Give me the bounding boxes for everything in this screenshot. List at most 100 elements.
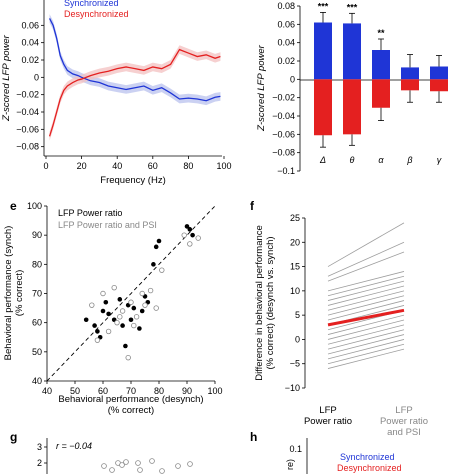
panel-line-spectrum: 0.06 0.04 0.02 0 −0.02 −0.04 −0.06 −0.08 0 20 40 6…	[1, 0, 232, 186]
panel-e-xtick-label: 40	[42, 386, 52, 396]
filled-point	[100, 308, 106, 314]
subject-line	[327, 348, 405, 369]
subject-line	[327, 222, 405, 267]
open-point	[105, 328, 112, 335]
panel-b-ytick-label: 0.08	[277, 1, 295, 11]
open-point	[119, 462, 125, 468]
filled-point	[137, 326, 142, 331]
open-point	[187, 461, 193, 467]
subject-line	[327, 314, 405, 335]
subject-line	[327, 290, 405, 311]
subject-line	[327, 275, 405, 297]
series-line-synchronized	[48, 18, 221, 102]
panel-f-ylabel2: (% correct) (desynch vs. synch)	[265, 236, 276, 369]
open-point	[159, 267, 165, 273]
panel-a-ytick-label: −0.08	[16, 142, 39, 152]
panel-a-x-ticks: 0 20 40 60 80 100	[43, 156, 232, 171]
open-point	[131, 322, 137, 329]
bar-desynchronized-0	[314, 79, 332, 136]
open-point	[128, 299, 134, 305]
panel-f-label: f	[250, 199, 255, 213]
panel-f-ylabel: Difference in behavioral performance	[254, 225, 265, 381]
open-point	[89, 302, 95, 308]
subject-line	[327, 339, 405, 360]
panel-f-ytick-label: −10	[285, 383, 300, 393]
subject-line	[327, 295, 405, 316]
bar-desynchronized-1	[343, 79, 361, 135]
panel-b-ylabel: Z-scored LFP power	[256, 44, 267, 132]
panel-h: h 0.1 Synchronized Desynchronized re)	[250, 430, 402, 474]
filled-point	[184, 224, 190, 229]
legend-desynchronized: Desynchronized	[64, 9, 129, 19]
category-label: θ	[350, 155, 355, 165]
panel-b-ytick-label: −0.02	[272, 93, 295, 103]
significance-marker: **	[377, 28, 385, 38]
subject-line	[327, 280, 405, 301]
panel-b-ytick-label: 0.04	[277, 38, 295, 48]
panel-f-ytick-label: 10	[290, 286, 300, 296]
category-label: α	[378, 155, 384, 165]
series-band-synchronized	[49, 14, 221, 106]
panel-a-ytick-label: 0.02	[21, 55, 39, 65]
bar-synchronized-3	[401, 67, 419, 80]
subject-line	[327, 334, 405, 355]
open-point	[133, 314, 140, 320]
legend-lfp-power-ratio: LFP Power ratio	[58, 208, 122, 218]
bar-desynchronized-3	[401, 79, 419, 91]
panel-e-ytick-label: 100	[27, 201, 42, 211]
filled-point	[131, 305, 137, 311]
panel-e-xtick-label: 60	[98, 386, 108, 396]
panel-e-ytick-label: 80	[32, 259, 42, 269]
filled-point	[95, 329, 100, 334]
panel-a-xtick-label: 60	[148, 161, 158, 171]
panel-b-ytick-label: 0	[290, 74, 295, 84]
significance-marker: ***	[347, 2, 358, 12]
filled-point	[187, 227, 193, 232]
open-point	[123, 459, 129, 465]
filled-point	[120, 323, 125, 328]
open-point	[114, 319, 120, 326]
open-point	[153, 305, 159, 311]
panel-e-ytick-label: 60	[32, 318, 42, 328]
subject-line	[327, 319, 405, 340]
filled-point	[128, 317, 134, 323]
panel-e-ytick-label: 50	[32, 347, 42, 357]
bar-synchronized-2	[372, 50, 390, 80]
panel-a-xtick-label: 100	[216, 161, 231, 171]
panel-e-xtick-label: 90	[182, 386, 192, 396]
open-point	[135, 460, 141, 466]
filled-point	[139, 308, 145, 314]
panel-f-lines	[327, 222, 405, 369]
panel-a-y-ticks: 0.06 0.04 0.02 0 −0.02 −0.04 −0.06 −0.08	[16, 20, 44, 152]
panel-a-axes	[43, 0, 222, 157]
subject-line	[327, 285, 405, 306]
panel-a-xtick-label: 20	[77, 161, 87, 171]
panel-g-annotation: r = −0.04	[56, 441, 92, 451]
panel-g-ticks: 32	[37, 442, 47, 468]
bar-synchronized-0	[314, 22, 332, 80]
series-band-desynchronized	[49, 45, 221, 141]
category-label: Δ	[319, 155, 326, 165]
panel-e-ytick-label: 40	[32, 376, 42, 386]
panel-h-ylabel-fragment: re)	[285, 459, 295, 470]
panel-e-xtick-label: 70	[126, 386, 136, 396]
category-label: γ	[437, 155, 442, 165]
panel-a-xtick-label: 0	[43, 161, 48, 171]
panel-e-ytick-label: 90	[32, 230, 42, 240]
panel-e-xtick-label: 50	[70, 386, 80, 396]
panel-f-pairs: f 25 20 15 10 5 0 −5 −10 LFP Power ratio LFP Po…	[250, 199, 428, 438]
subject-line	[327, 251, 405, 282]
filled-point	[190, 232, 195, 238]
panel-b-ytick-label: −0.1	[277, 166, 295, 176]
panel-f-cat-1-line1: LFP	[319, 405, 336, 416]
filled-point	[151, 262, 156, 267]
open-point	[117, 314, 123, 320]
series-line-desynchronized	[48, 48, 221, 137]
subject-line	[327, 271, 405, 292]
bar-synchronized-4	[430, 66, 448, 80]
panel-a-error-bands	[49, 14, 221, 141]
open-point	[139, 290, 145, 297]
panel-f-ytick-label: 0	[295, 334, 300, 344]
panel-a-lines	[48, 18, 221, 137]
